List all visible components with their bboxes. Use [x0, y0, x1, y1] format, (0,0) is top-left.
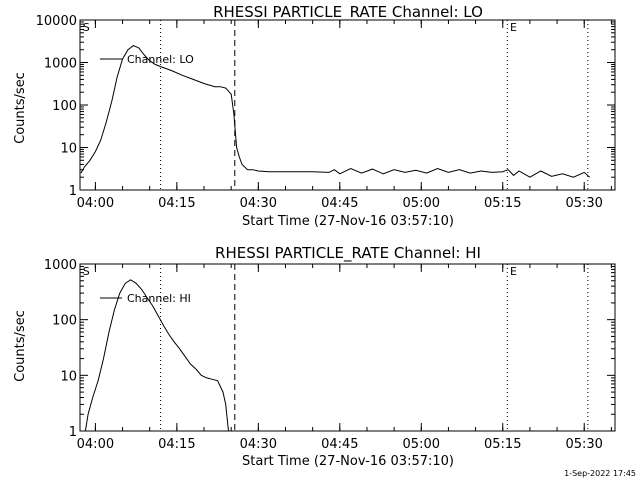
- panel-hi-xlabel: Start Time (27-Nov-16 03:57:10): [242, 454, 454, 469]
- panel-lo-xtick-label: 04:00: [77, 196, 114, 211]
- panel-hi-legend-label: Channel: HI: [127, 292, 191, 305]
- footer-timestamp: 1-Sep-2022 17:45: [564, 469, 636, 478]
- panel-lo-ylabel: Counts/sec: [13, 72, 28, 144]
- panel-hi-ytick-label: 1000: [44, 258, 77, 273]
- panel-hi-xtick-label: 05:15: [484, 437, 521, 452]
- panel-hi-xtick-label: 04:45: [321, 437, 358, 452]
- panel-hi-xtick-label: 04:30: [240, 437, 277, 452]
- panel-lo-ticks: 04:00 04:15 04:30 04:45 05:00 05:15 05:30 1 10 10…: [36, 14, 615, 211]
- panel-lo-title: RHESSI PARTICLE_RATE Channel: LO: [213, 3, 483, 22]
- panel-hi-ytick-label: 100: [52, 314, 77, 329]
- panel-hi-ylabel: Counts/sec: [13, 310, 28, 382]
- panel-hi-xtick-label: 05:30: [565, 437, 602, 452]
- panel-lo-annotation-e: E: [510, 21, 517, 34]
- panel-lo-xlabel: Start Time (27-Nov-16 03:57:10): [242, 214, 454, 229]
- panel-hi-annotation-s: S: [83, 265, 90, 278]
- panel-lo-plot-frame: [79, 19, 616, 191]
- panel-hi-xtick-label: 05:00: [403, 437, 440, 452]
- panel-lo-ytick-label: 1000: [44, 57, 77, 72]
- panel-hi-plot-frame: [79, 263, 616, 432]
- panel-hi-ticks: 04:00 04:15 04:30 04:45 05:00 05:15 05:30 1 10 10…: [44, 258, 615, 452]
- panel-lo-xtick-label: 05:00: [403, 196, 440, 211]
- panel-lo-xtick-label: 04:45: [321, 196, 358, 211]
- panel-lo-legend-label: Channel: LO: [127, 53, 194, 66]
- panel-lo-ytick-label: 10000: [36, 14, 77, 29]
- panel-hi-xtick-label: 04:00: [77, 437, 114, 452]
- panel-hi-title: RHESSI PARTICLE_RATE Channel: HI: [215, 244, 481, 263]
- panel-lo-xtick-label: 05:30: [565, 196, 602, 211]
- panel-hi: RHESSI PARTICLE_RATE Channel: HI Counts/…: [13, 244, 616, 469]
- panel-lo-ytick-label: 100: [52, 99, 77, 114]
- panel-hi-ytick-label: 1: [69, 425, 77, 440]
- panel-lo-xtick-label: 05:15: [484, 196, 521, 211]
- panel-lo-annotation-s: S: [83, 21, 90, 34]
- panel-lo-xtick-label: 04:30: [240, 196, 277, 211]
- panel-hi-xtick-label: 04:15: [158, 437, 195, 452]
- panel-lo-ytick-label: 10: [60, 142, 77, 157]
- panel-hi-series-line: [84, 279, 229, 432]
- panel-lo-series-line: [80, 45, 591, 178]
- panel-hi-annotation-e: E: [510, 265, 517, 278]
- panel-hi-ytick-label: 10: [60, 369, 77, 384]
- panel-hi-vlines: [160, 264, 589, 431]
- panel-lo-ytick-label: 1: [69, 184, 77, 199]
- panel-lo-vlines: [160, 20, 589, 190]
- panel-lo: RHESSI PARTICLE_RATE Channel: LO Counts/…: [13, 3, 616, 229]
- panel-lo-xtick-label: 04:15: [158, 196, 195, 211]
